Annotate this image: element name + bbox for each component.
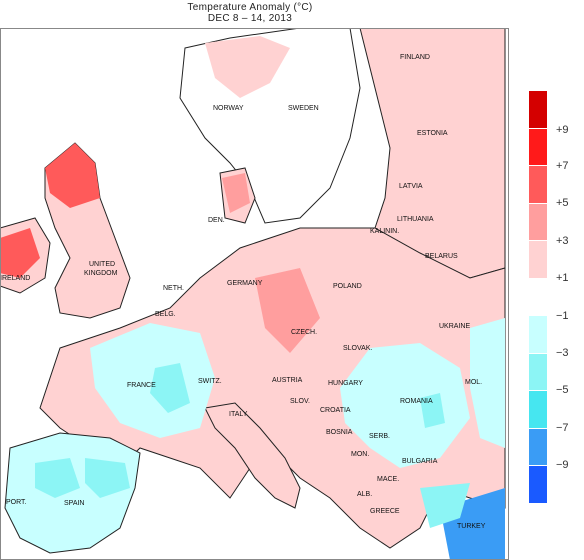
legend-swatch	[529, 316, 547, 354]
label-albania: ALB.	[357, 491, 372, 498]
label-estonia: ESTONIA	[417, 130, 448, 137]
label-belgium: BELG.	[155, 311, 176, 318]
anomaly-map: FINLAND NORWAY SWEDEN ESTONIA LATVIA LIT…	[0, 28, 509, 560]
label-germany: GERMANY	[227, 280, 263, 287]
cool-east	[470, 318, 505, 448]
label-greece: GREECE	[370, 508, 400, 515]
label-slovenia: SLOV.	[290, 398, 310, 405]
legend-label: −1	[556, 310, 569, 322]
map-title: Temperature Anomaly (°C)	[187, 2, 313, 13]
label-denmark: DEN.	[208, 217, 225, 224]
label-belarus: BELARUS	[425, 253, 458, 260]
label-poland: POLAND	[333, 283, 362, 290]
legend-label: +3	[556, 235, 569, 247]
legend-swatch	[529, 391, 547, 429]
legend-swatch	[529, 466, 547, 504]
legend-label: +9	[556, 124, 569, 136]
legend-label: +7	[556, 160, 569, 172]
label-turkey: TURKEY	[457, 523, 486, 530]
legend-swatch	[529, 91, 547, 129]
label-ireland: IRELAND	[0, 275, 30, 282]
cool-spain-core	[35, 458, 80, 498]
label-serbia: SERB.	[369, 433, 390, 440]
label-austria: AUSTRIA	[272, 377, 303, 384]
label-lithuania: LITHUANIA	[397, 216, 434, 223]
warm-czech	[255, 268, 320, 353]
label-netherlands: NETH.	[163, 285, 184, 292]
label-portugal: PORT.	[6, 499, 27, 506]
label-slovakia: SLOVAK.	[343, 345, 372, 352]
label-croatia: CROATIA	[320, 407, 351, 414]
cool-romania-core	[420, 393, 445, 428]
label-romania: ROMANIA	[400, 398, 433, 405]
legend-swatch	[529, 166, 547, 204]
legend-swatch	[529, 278, 547, 316]
label-moldova: MOL.	[465, 379, 482, 386]
map-subtitle: DEC 8 – 14, 2013	[207, 13, 293, 24]
label-bulgaria: BULGARIA	[402, 458, 438, 465]
color-legend	[529, 91, 547, 504]
cool-spain-core-2	[85, 458, 130, 498]
legend-swatch	[529, 241, 547, 279]
label-hungary: HUNGARY	[328, 380, 363, 387]
label-kaliningrad: KALININ.	[370, 228, 399, 235]
label-italy: ITALY	[229, 411, 248, 418]
warm-denmark	[222, 173, 250, 213]
legend-label: −3	[556, 347, 569, 359]
label-macedonia: MACE.	[377, 476, 399, 483]
label-norway: NORWAY	[213, 105, 244, 112]
label-kingdom: KINGDOM	[84, 270, 118, 277]
legend-swatch	[529, 428, 547, 466]
label-czech: CZECH.	[291, 329, 317, 336]
legend-swatch	[529, 128, 547, 166]
warm-ireland	[0, 228, 40, 278]
legend-swatch	[529, 203, 547, 241]
land-italy	[204, 402, 301, 509]
label-bosnia: BOSNIA	[326, 429, 353, 436]
legend-label: +1	[556, 272, 569, 284]
cool-balkans	[340, 343, 470, 468]
cool-turkey-edge	[420, 483, 470, 528]
label-united: UNITED	[89, 261, 115, 268]
label-montenegro: MON.	[351, 451, 369, 458]
label-switzerland: SWITZ.	[198, 378, 222, 385]
legend-label: −5	[556, 384, 569, 396]
legend-swatch	[529, 353, 547, 391]
label-ukraine: UKRAINE	[439, 323, 470, 330]
cool-france-core	[150, 363, 190, 413]
legend-label: +5	[556, 197, 569, 209]
warm-scotland	[45, 143, 100, 208]
label-spain: SPAIN	[64, 500, 85, 507]
label-finland: FINLAND	[400, 54, 430, 61]
warm-norway	[205, 36, 290, 98]
legend-label: −7	[556, 422, 569, 434]
legend-label: −9	[556, 459, 569, 471]
label-latvia: LATVIA	[399, 183, 423, 190]
label-france: FRANCE	[127, 382, 156, 389]
label-sweden: SWEDEN	[288, 105, 319, 112]
